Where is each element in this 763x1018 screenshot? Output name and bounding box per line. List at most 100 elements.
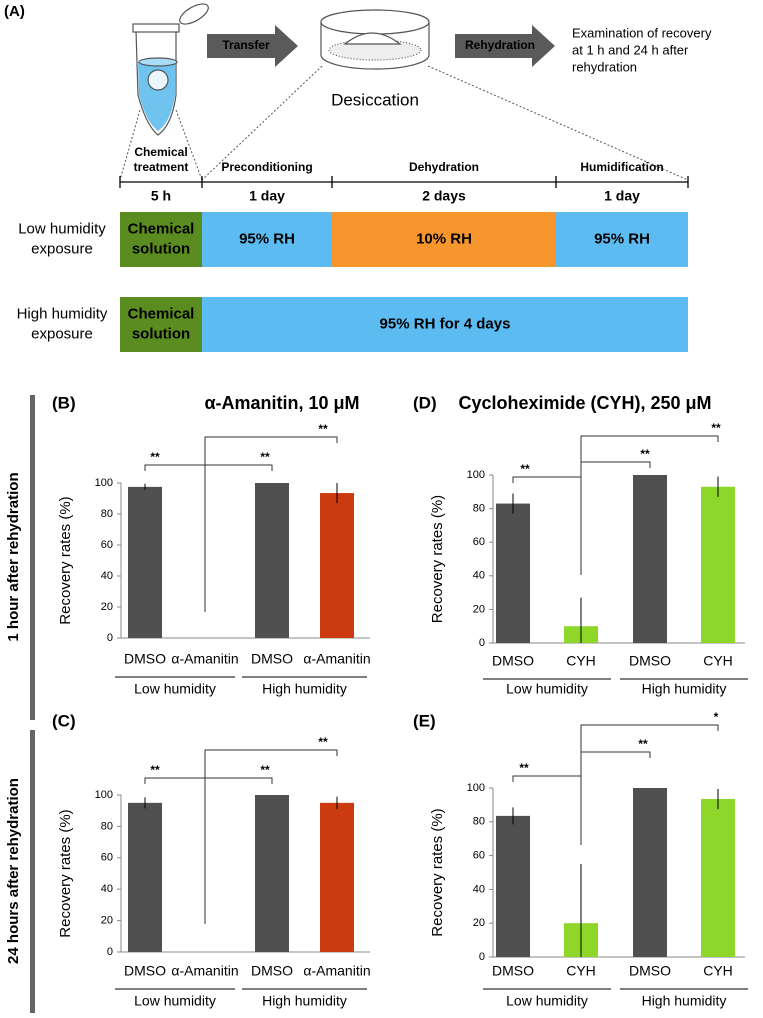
- outcome-text: at 1 h and 24 h after: [572, 42, 689, 57]
- significance-label: **: [260, 450, 270, 464]
- phase-name: Preconditioning: [221, 160, 312, 174]
- phase-name: Dehydration: [409, 160, 479, 174]
- significance-label: **: [711, 421, 721, 435]
- bar: [255, 483, 289, 638]
- significance-bracket: [580, 461, 651, 468]
- panel-label: (B): [52, 393, 76, 412]
- tube-illustration: [132, 3, 209, 136]
- y-tick-label: 20: [473, 917, 485, 929]
- y-tick-label: 100: [467, 469, 485, 481]
- x-tick-label: α-Amanitin: [171, 651, 238, 667]
- x-tick-label: CYH: [566, 653, 596, 669]
- segment-text: solution: [132, 240, 190, 257]
- bar: [496, 815, 530, 957]
- bar: [128, 486, 162, 638]
- chart-title: α-Amanitin, 10 μM: [204, 393, 359, 413]
- phase-name: treatment: [134, 160, 189, 174]
- outcome-text: rehydration: [572, 59, 637, 74]
- arrow: [207, 25, 298, 67]
- y-tick-label: 0: [479, 637, 485, 649]
- significance-label: **: [318, 422, 328, 436]
- significance-bracket: [580, 724, 719, 731]
- bar: [255, 795, 289, 952]
- segment-text: Chemical: [128, 220, 195, 237]
- panel-label: (A): [4, 3, 25, 20]
- condition-segment: [556, 212, 688, 267]
- row-label: High humidity: [17, 305, 108, 322]
- arrow: [455, 25, 555, 67]
- arrow-label: Rehydration: [465, 38, 535, 52]
- significance-bracket: [204, 749, 338, 756]
- y-tick-label: 60: [473, 850, 485, 862]
- segment-text: solution: [132, 325, 190, 342]
- x-tick-label: α-Amanitin: [171, 963, 238, 979]
- segment-text: Chemical: [128, 305, 195, 322]
- panel-label: (D): [413, 393, 437, 412]
- significance-label: **: [638, 737, 648, 751]
- y-axis-label: Recovery rates (%): [429, 495, 446, 623]
- group-label: Low humidity: [506, 681, 588, 697]
- significance-bracket: [580, 751, 651, 758]
- y-tick-label: 40: [473, 570, 485, 582]
- bar: [633, 475, 667, 643]
- row-label: Low humidity: [18, 220, 106, 237]
- row-label: exposure: [31, 325, 93, 342]
- bar: [633, 788, 667, 957]
- segment-text: 10% RH: [416, 230, 472, 247]
- x-tick-label: α-Amanitin: [303, 963, 370, 979]
- phase-name: Humidification: [580, 160, 663, 174]
- x-tick-label: DMSO: [629, 963, 671, 979]
- dish-illustration: [320, 9, 430, 70]
- y-tick-label: 60: [473, 536, 485, 548]
- y-tick-label: 40: [101, 883, 113, 895]
- bar: [496, 503, 530, 643]
- y-tick-label: 20: [473, 603, 485, 615]
- x-tick-label: DMSO: [251, 963, 293, 979]
- y-tick-label: 0: [107, 946, 113, 958]
- outcome-text: Examination of recovery: [572, 25, 712, 40]
- y-tick-label: 0: [479, 951, 485, 963]
- y-tick-label: 80: [473, 503, 485, 515]
- x-tick-label: CYH: [703, 653, 733, 669]
- significance-label: **: [150, 763, 160, 777]
- phase-duration: 2 days: [422, 188, 466, 204]
- arrow-label: Transfer: [222, 38, 270, 52]
- bar: [320, 802, 354, 952]
- y-tick-label: 60: [101, 539, 113, 551]
- condition-segment: [120, 297, 202, 352]
- significance-bracket: [204, 464, 273, 471]
- x-tick-label: DMSO: [124, 651, 166, 667]
- condition-segment: [202, 212, 332, 267]
- segment-text: 95% RH: [594, 230, 650, 247]
- x-tick-label: CYH: [566, 963, 596, 979]
- significance-bracket: [144, 464, 206, 471]
- y-tick-label: 100: [95, 477, 113, 489]
- y-tick-label: 0: [107, 632, 113, 644]
- y-tick-label: 20: [101, 601, 113, 613]
- x-tick-label: DMSO: [251, 651, 293, 667]
- y-axis-label: Recovery rates (%): [57, 809, 74, 937]
- bar: [320, 493, 354, 638]
- x-tick-label: DMSO: [492, 653, 534, 669]
- condition-segment: [332, 212, 556, 267]
- x-tick-label: α-Amanitin: [303, 651, 370, 667]
- group-label: Low humidity: [506, 993, 588, 1009]
- chart-title: Cycloheximide (CYH), 250 μM: [458, 393, 711, 413]
- significance-label: **: [519, 761, 529, 775]
- x-tick-label: DMSO: [124, 963, 166, 979]
- desiccation-label: Desiccation: [331, 90, 419, 109]
- significance-bracket: [204, 436, 338, 443]
- y-tick-label: 80: [473, 816, 485, 828]
- condition-segment: [120, 212, 202, 267]
- row-side-label: 1 hour after rehydration: [5, 472, 22, 641]
- bar: [701, 486, 735, 643]
- significance-bracket: [512, 775, 582, 782]
- bar: [701, 798, 735, 957]
- y-tick-label: 40: [101, 570, 113, 582]
- significance-label: **: [318, 735, 328, 749]
- significance-label: **: [150, 450, 160, 464]
- y-tick-label: 100: [95, 789, 113, 801]
- significance-label: *: [714, 710, 719, 724]
- segment-text: 95% RH: [239, 230, 295, 247]
- condition-segment: [202, 297, 688, 352]
